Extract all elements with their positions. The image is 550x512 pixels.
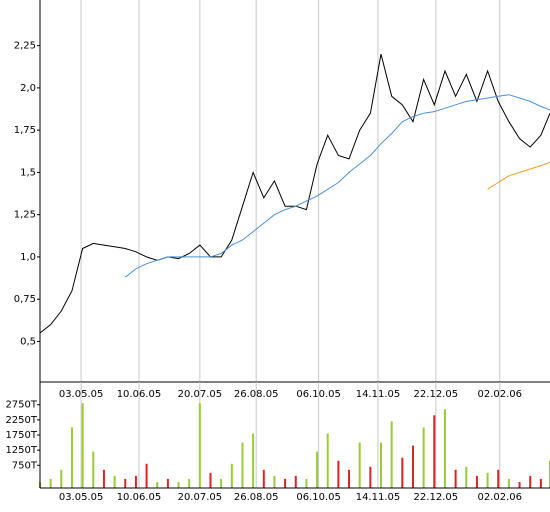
volume-bar (273, 475, 276, 488)
y-tick-label: 1250T (5, 445, 37, 456)
volume-bar (145, 463, 148, 488)
volume-bar (156, 481, 159, 488)
volume-bar (401, 457, 404, 488)
volume-bar (166, 478, 169, 488)
volume-bar (81, 403, 84, 488)
volume-bar (454, 469, 457, 488)
volume-bar (92, 451, 95, 488)
y-tick-label: 1750T (5, 430, 37, 441)
volume-bar (411, 445, 414, 488)
volume-bar (102, 469, 105, 488)
price-line (124, 94, 550, 278)
volume-bar (465, 466, 468, 488)
volume-bar (348, 469, 351, 488)
y-tick-label: 2250T (5, 415, 37, 426)
volume-bar (241, 442, 244, 488)
price-line (39, 53, 550, 334)
volume-bar (443, 409, 446, 488)
volume-bar (49, 478, 52, 488)
y-tick-label: 750T (12, 460, 38, 471)
volume-bar (60, 469, 63, 488)
x-tick-label: 26.08.05 (234, 492, 279, 503)
volume-bar (113, 475, 116, 488)
x-tick-label: 02.02.06 (477, 492, 522, 503)
x-tick-label: 14.11.05 (356, 492, 401, 503)
volume-bar (230, 463, 233, 488)
y-tick-label: 2,0 (20, 83, 36, 94)
volume-bar (475, 475, 478, 488)
y-tick-label: 1,25 (14, 210, 36, 221)
y-tick-label: 0,75 (14, 294, 36, 305)
volume-bar (380, 442, 383, 488)
volume-bar (70, 427, 73, 488)
volume-bar (262, 469, 265, 488)
y-tick-label: 1,75 (14, 125, 36, 136)
x-tick-label: 03.05.05 (59, 492, 104, 503)
volume-bar (252, 433, 255, 488)
volume-bar (326, 433, 329, 488)
volume-bar (220, 478, 223, 488)
volume-bar (529, 475, 532, 488)
volume-bar (539, 478, 542, 488)
volume-bar (422, 427, 425, 488)
volume-bar (198, 403, 201, 488)
volume-bar (486, 472, 489, 488)
volume-bar (188, 478, 191, 488)
volume-bar (369, 466, 372, 488)
volume-bar (518, 481, 521, 488)
y-tick-label: 2,25 (14, 41, 36, 52)
volume-bar (507, 478, 510, 488)
y-tick-label: 2750T (5, 400, 37, 411)
volume-bar (177, 481, 180, 488)
x-tick-label: 20.07.05 (178, 492, 223, 503)
y-tick-label: 1,0 (20, 252, 36, 263)
y-tick-label: 0,5 (20, 336, 36, 347)
volume-bar (284, 478, 287, 488)
volume-bar (124, 478, 127, 488)
x-tick-label: 06.10.05 (296, 492, 341, 503)
volume-bar (390, 421, 393, 488)
price-line (487, 161, 550, 190)
volume-bar (305, 478, 308, 488)
volume-bar (358, 442, 361, 488)
volume-bar (337, 460, 340, 488)
volume-bar (294, 475, 297, 488)
volume-bar (497, 469, 500, 488)
x-tick-label: 10.06.05 (117, 492, 162, 503)
volume-bar (316, 451, 319, 488)
x-tick-label: 22.12.05 (414, 492, 459, 503)
volume-bar (209, 472, 212, 488)
volume-bar (433, 415, 436, 488)
y-tick-label: 1,5 (20, 167, 36, 178)
volume-bar (134, 475, 137, 488)
